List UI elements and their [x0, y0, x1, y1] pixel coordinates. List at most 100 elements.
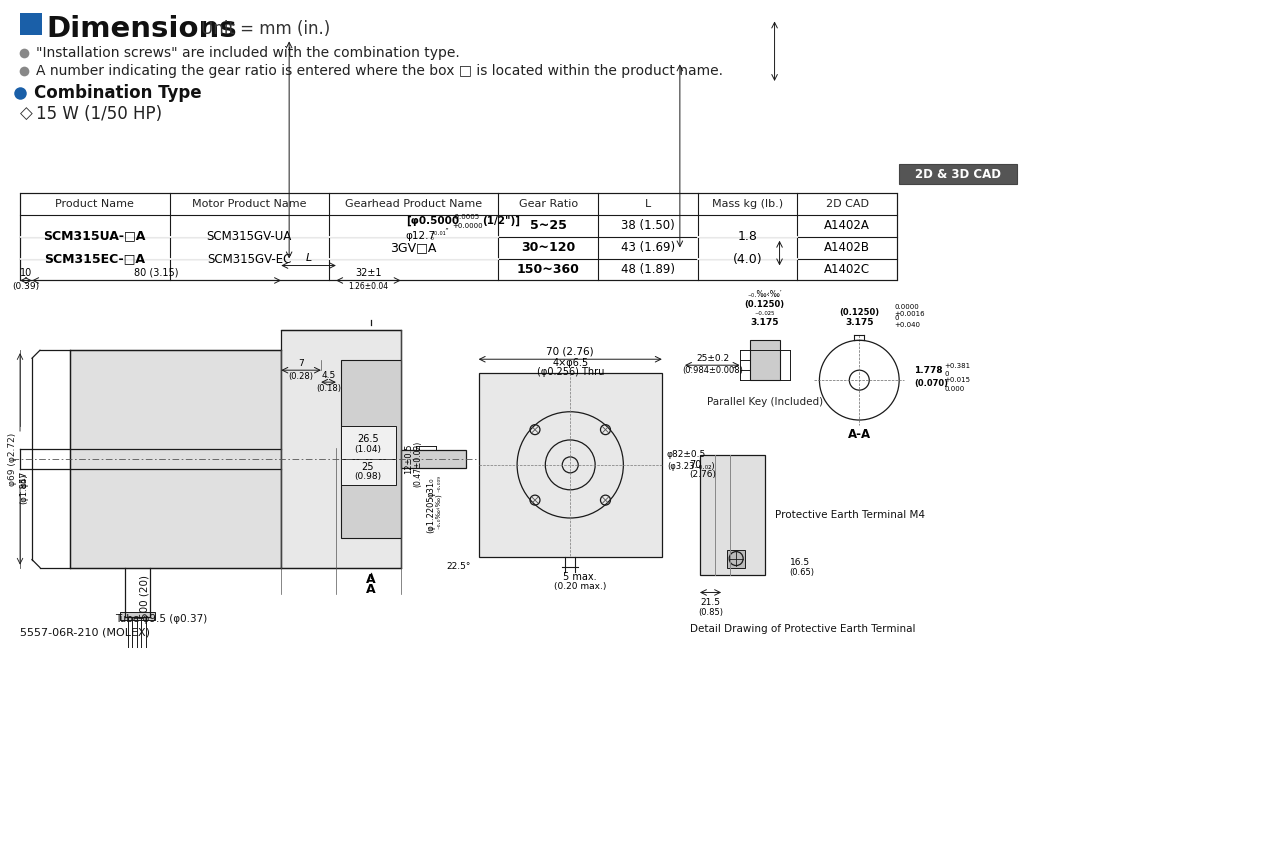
Text: 38 (1.50): 38 (1.50)	[621, 219, 675, 233]
Text: 4×φ6.5: 4×φ6.5	[552, 358, 589, 369]
Text: 500 (20): 500 (20)	[140, 575, 150, 619]
Bar	[20, 14, 42, 35]
Text: (0.1250): (0.1250)	[840, 308, 879, 317]
Bar	[120, 612, 155, 621]
Text: 25±0.2: 25±0.2	[696, 354, 730, 363]
Text: -0.0005: -0.0005	[453, 214, 480, 220]
Text: 5557-06R-210 (MOLEX): 5557-06R-210 (MOLEX)	[20, 628, 150, 637]
Text: 0: 0	[895, 315, 899, 321]
Text: A: A	[366, 573, 376, 586]
Text: 3.175: 3.175	[750, 318, 778, 327]
Text: A: A	[366, 583, 376, 596]
Text: 2D & 3D CAD: 2D & 3D CAD	[915, 168, 1001, 181]
Bar	[282, 330, 401, 568]
Bar	[401, 450, 466, 468]
Text: +0.381: +0.381	[945, 363, 970, 369]
Bar	[70, 351, 282, 568]
Text: A number indicating the gear ratio is entered where the box □ is located within : A number indicating the gear ratio is en…	[36, 64, 723, 78]
Text: (0.28): (0.28)	[288, 372, 314, 380]
Text: 0.000: 0.000	[945, 386, 964, 392]
Bar	[727, 550, 745, 568]
Text: (φ1.2205: (φ1.2205	[426, 495, 435, 533]
Text: 5 max.: 5 max.	[563, 571, 596, 581]
Text: 1.26±0.04: 1.26±0.04	[348, 282, 388, 291]
Text: A-A: A-A	[847, 428, 870, 441]
Text: φ47: φ47	[19, 470, 28, 487]
Text: Protective Earth Terminal M4: Protective Earth Terminal M4	[774, 510, 924, 520]
Text: +0.015: +0.015	[945, 377, 970, 383]
Text: [φ0.5000: [φ0.5000	[406, 215, 460, 226]
Text: Gear Ratio: Gear Ratio	[518, 198, 577, 209]
Bar	[340, 360, 401, 538]
Bar	[479, 373, 662, 557]
Text: φ12.7: φ12.7	[406, 231, 436, 240]
Text: Mass kg (lb.): Mass kg (lb.)	[712, 198, 783, 209]
Text: ₋₀.₀₀₉: ₋₀.₀₀₉	[435, 475, 442, 492]
Text: 0: 0	[945, 371, 948, 377]
Text: 48 (1.89): 48 (1.89)	[621, 263, 675, 276]
Text: 5~25: 5~25	[530, 219, 567, 233]
Text: Tube φ9.5 (φ0.37): Tube φ9.5 (φ0.37)	[115, 615, 207, 624]
Text: 3GV□A: 3GV□A	[390, 241, 436, 254]
Bar	[340, 459, 396, 485]
Text: 1.778: 1.778	[914, 366, 943, 374]
Text: 2D CAD: 2D CAD	[826, 198, 869, 209]
Text: 12±0.5: 12±0.5	[404, 444, 413, 475]
Text: (1/2")]: (1/2")]	[483, 215, 521, 226]
Text: 3.175: 3.175	[845, 318, 873, 327]
Text: L: L	[645, 198, 652, 209]
Text: (0.070): (0.070)	[914, 379, 948, 387]
Bar	[750, 340, 780, 380]
Text: +0.0016: +0.0016	[895, 311, 924, 317]
Text: (0.39): (0.39)	[13, 282, 40, 291]
Text: "Installation screws" are included with the combination type.: "Installation screws" are included with …	[36, 46, 460, 60]
Text: A1402A: A1402A	[824, 219, 870, 233]
Text: 1.8
(4.0): 1.8 (4.0)	[733, 230, 763, 266]
Text: 0.0000: 0.0000	[895, 304, 919, 310]
Text: ₋₀.₀₁″: ₋₀.₀₁″	[430, 228, 449, 237]
Text: SCM315UA-□A
SCM315EC-□A: SCM315UA-□A SCM315EC-□A	[44, 230, 146, 266]
Text: 80 (3.15): 80 (3.15)	[134, 268, 179, 278]
Text: 10: 10	[20, 268, 32, 278]
Text: Product Name: Product Name	[55, 198, 134, 209]
Text: φ82±0.5: φ82±0.5	[667, 451, 707, 459]
Text: SCM315GV-UA
SCM315GV-EC: SCM315GV-UA SCM315GV-EC	[206, 230, 292, 266]
Text: Unit = mm (in.): Unit = mm (in.)	[201, 21, 330, 38]
Text: 30~120: 30~120	[521, 241, 576, 254]
Text: Parallel Key (Included): Parallel Key (Included)	[707, 397, 823, 407]
Text: A1402B: A1402B	[824, 241, 870, 254]
Text: (0.984±0.008): (0.984±0.008)	[682, 366, 744, 374]
Text: 32±1: 32±1	[355, 268, 381, 278]
Text: +0.0000: +0.0000	[453, 222, 484, 228]
Bar	[700, 455, 764, 575]
Text: Combination Type: Combination Type	[35, 84, 202, 102]
Text: 4.5: 4.5	[321, 371, 335, 380]
Text: 70: 70	[689, 460, 701, 470]
Text: 150~360: 150~360	[517, 263, 580, 276]
Text: Gearhead Product Name: Gearhead Product Name	[346, 198, 483, 209]
Text: (0.47±0.02): (0.47±0.02)	[413, 441, 422, 487]
Text: (1.04): (1.04)	[355, 445, 381, 454]
Bar	[899, 164, 1016, 184]
Text: 21.5: 21.5	[700, 598, 721, 607]
Text: φ31₀: φ31₀	[426, 477, 435, 497]
Text: 16.5: 16.5	[790, 558, 810, 567]
Text: ◇: ◇	[20, 105, 33, 123]
Text: ₋₀.‰‹‰′: ₋₀.‰‹‰′	[748, 290, 782, 299]
Text: A1402C: A1402C	[824, 263, 870, 276]
Text: (φ3.23₋₀.₀₂): (φ3.23₋₀.₀₂)	[667, 463, 714, 471]
Text: (φ1.85): (φ1.85)	[19, 474, 28, 504]
Bar	[20, 192, 897, 280]
Text: 25: 25	[362, 462, 374, 472]
Bar	[340, 426, 396, 459]
Text: ⁰: ⁰	[430, 238, 434, 244]
Text: 43 (1.69): 43 (1.69)	[621, 241, 675, 254]
Text: (0.20 max.): (0.20 max.)	[554, 582, 607, 591]
Text: (2.76): (2.76)	[689, 470, 716, 480]
Text: 26.5: 26.5	[357, 434, 379, 444]
Text: (0.18): (0.18)	[316, 384, 340, 392]
Text: 7: 7	[298, 359, 303, 368]
Text: (0.1250): (0.1250)	[745, 300, 785, 309]
Text: φ69 (φ2.72): φ69 (φ2.72)	[8, 433, 17, 486]
Text: Detail Drawing of Protective Earth Terminal: Detail Drawing of Protective Earth Termi…	[690, 624, 915, 634]
